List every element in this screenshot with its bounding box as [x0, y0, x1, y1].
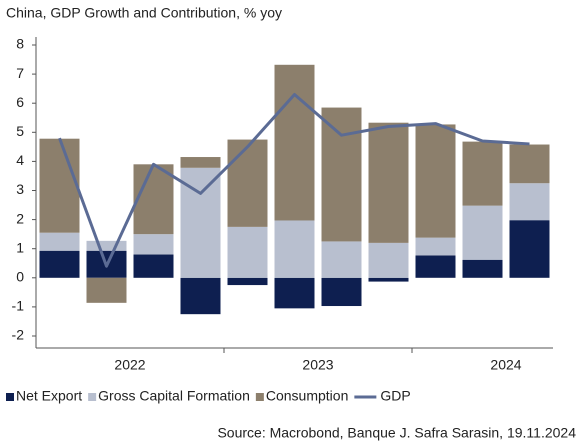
- gdp-line: [58, 92, 530, 268]
- bar-segment: [462, 205, 503, 260]
- y-tick-label: 7: [16, 65, 24, 81]
- y-tick-label: 2: [16, 210, 24, 226]
- bar-segment: [368, 242, 409, 278]
- bar-segment: [86, 277, 127, 303]
- bar-segment: [133, 234, 174, 255]
- bar-segment: [39, 138, 80, 233]
- bar-segment: [133, 164, 174, 235]
- legend-label: Net Export: [16, 388, 82, 404]
- bar-segment: [415, 255, 456, 278]
- bar-segment: [368, 122, 409, 243]
- source: Source: Macrobond, Banque J. Safra Saras…: [217, 425, 576, 441]
- x-group-label: 2024: [490, 357, 521, 373]
- y-tick-label: 3: [16, 181, 24, 197]
- bar-segment: [180, 277, 221, 315]
- x-group-label: 2023: [302, 357, 333, 373]
- legend-label: Consumption: [266, 388, 349, 404]
- bar-segment: [227, 277, 268, 286]
- bar-segment: [415, 237, 456, 256]
- y-tick-label: 1: [16, 239, 24, 255]
- legend-swatch: [255, 393, 264, 401]
- bar-segment: [274, 64, 315, 221]
- bar-segment: [227, 226, 268, 278]
- y-tick-label: 4: [16, 152, 24, 168]
- bar-segment: [227, 139, 268, 227]
- y-tick-label: 0: [16, 269, 24, 285]
- bar-segment: [509, 144, 550, 184]
- legend-label: Gross Capital Formation: [98, 388, 250, 404]
- bar-segment: [321, 241, 362, 278]
- bar-segment: [368, 277, 409, 282]
- bar-segment: [274, 220, 315, 278]
- y-tick-label: -2: [12, 327, 25, 343]
- bar-segment: [509, 183, 550, 221]
- bar-segment: [415, 124, 456, 238]
- bar-segment: [86, 240, 127, 251]
- bar-segment: [321, 107, 362, 242]
- y-tick-label: 6: [16, 94, 24, 110]
- bar-segment: [509, 220, 550, 278]
- bar-segment: [180, 157, 221, 168]
- bar-segment: [133, 254, 174, 278]
- bar-segment: [274, 277, 315, 309]
- legend-swatch: [6, 393, 14, 401]
- y-tick-label: 8: [16, 36, 24, 52]
- legend-label: GDP: [380, 388, 410, 404]
- legend-swatch: [88, 393, 97, 401]
- bar-segment: [462, 259, 503, 278]
- bar-segment: [462, 141, 503, 206]
- bar-segment: [39, 250, 80, 278]
- bar-segment: [39, 232, 80, 251]
- y-tick-label: -1: [12, 298, 25, 314]
- bar-segment: [321, 277, 362, 307]
- y-tick-label: 5: [16, 123, 24, 139]
- chart-title: China, GDP Growth and Contribution, % yo…: [6, 5, 282, 21]
- x-group-label: 2022: [114, 357, 145, 373]
